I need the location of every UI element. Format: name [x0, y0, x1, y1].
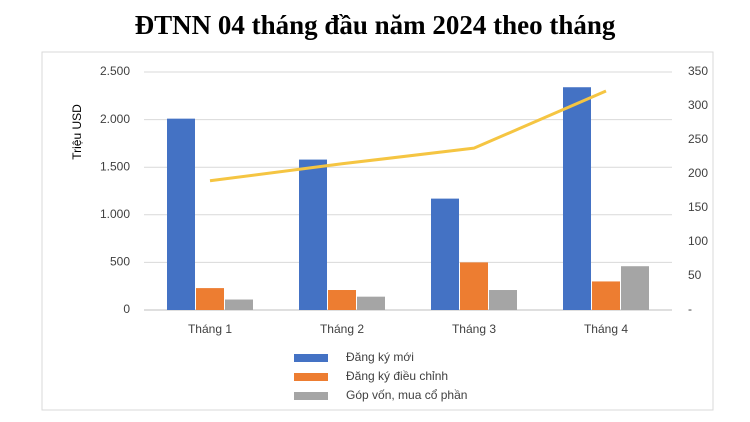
- y2-tick-label: 200: [688, 166, 708, 180]
- bar: [431, 198, 459, 310]
- y2-tick-label: 150: [688, 200, 708, 214]
- bar: [299, 159, 327, 310]
- y-tick-label: 500: [110, 255, 130, 269]
- x-tick-label: Tháng 4: [584, 322, 628, 336]
- legend-swatch: [294, 373, 328, 381]
- y2-tick-label: 350: [688, 64, 708, 78]
- legend-swatch: [294, 392, 328, 400]
- chart-frame: [41, 51, 714, 411]
- bar: [563, 87, 591, 311]
- bar: [167, 118, 195, 310]
- bar: [621, 266, 649, 310]
- bar: [592, 281, 620, 310]
- legend-label: Đăng ký điều chỉnh: [346, 369, 448, 383]
- y2-tick-label: 300: [688, 98, 708, 112]
- y2-tick-label: 100: [688, 234, 708, 248]
- x-tick-label: Tháng 2: [320, 322, 364, 336]
- y2-tick-label: 250: [688, 132, 708, 146]
- bar: [489, 290, 517, 310]
- line-series: [209, 89, 607, 183]
- x-tick-label: Tháng 1: [188, 322, 232, 336]
- bar: [357, 296, 385, 310]
- y-tick-label: 1.000: [100, 207, 130, 221]
- legend-label: Góp vốn, mua cổ phần: [346, 388, 467, 402]
- bar: [460, 262, 488, 310]
- y2-tick-label: -: [688, 302, 692, 316]
- legend-label: Đăng ký mới: [346, 350, 414, 364]
- bar: [328, 290, 356, 310]
- y-axis-label: Triệu USD: [70, 104, 84, 160]
- y2-tick-label: 50: [688, 268, 702, 282]
- bar: [225, 299, 253, 310]
- x-tick-label: Tháng 3: [452, 322, 496, 336]
- bar: [196, 288, 224, 310]
- legend-swatch: [294, 354, 328, 362]
- chart-title: ĐTNN 04 tháng đầu năm 2024 theo tháng: [135, 10, 616, 40]
- y-tick-label: 0: [123, 302, 130, 316]
- y-tick-label: 2.500: [100, 64, 130, 78]
- y-tick-label: 2.000: [100, 112, 130, 126]
- y-tick-label: 1.500: [100, 159, 130, 173]
